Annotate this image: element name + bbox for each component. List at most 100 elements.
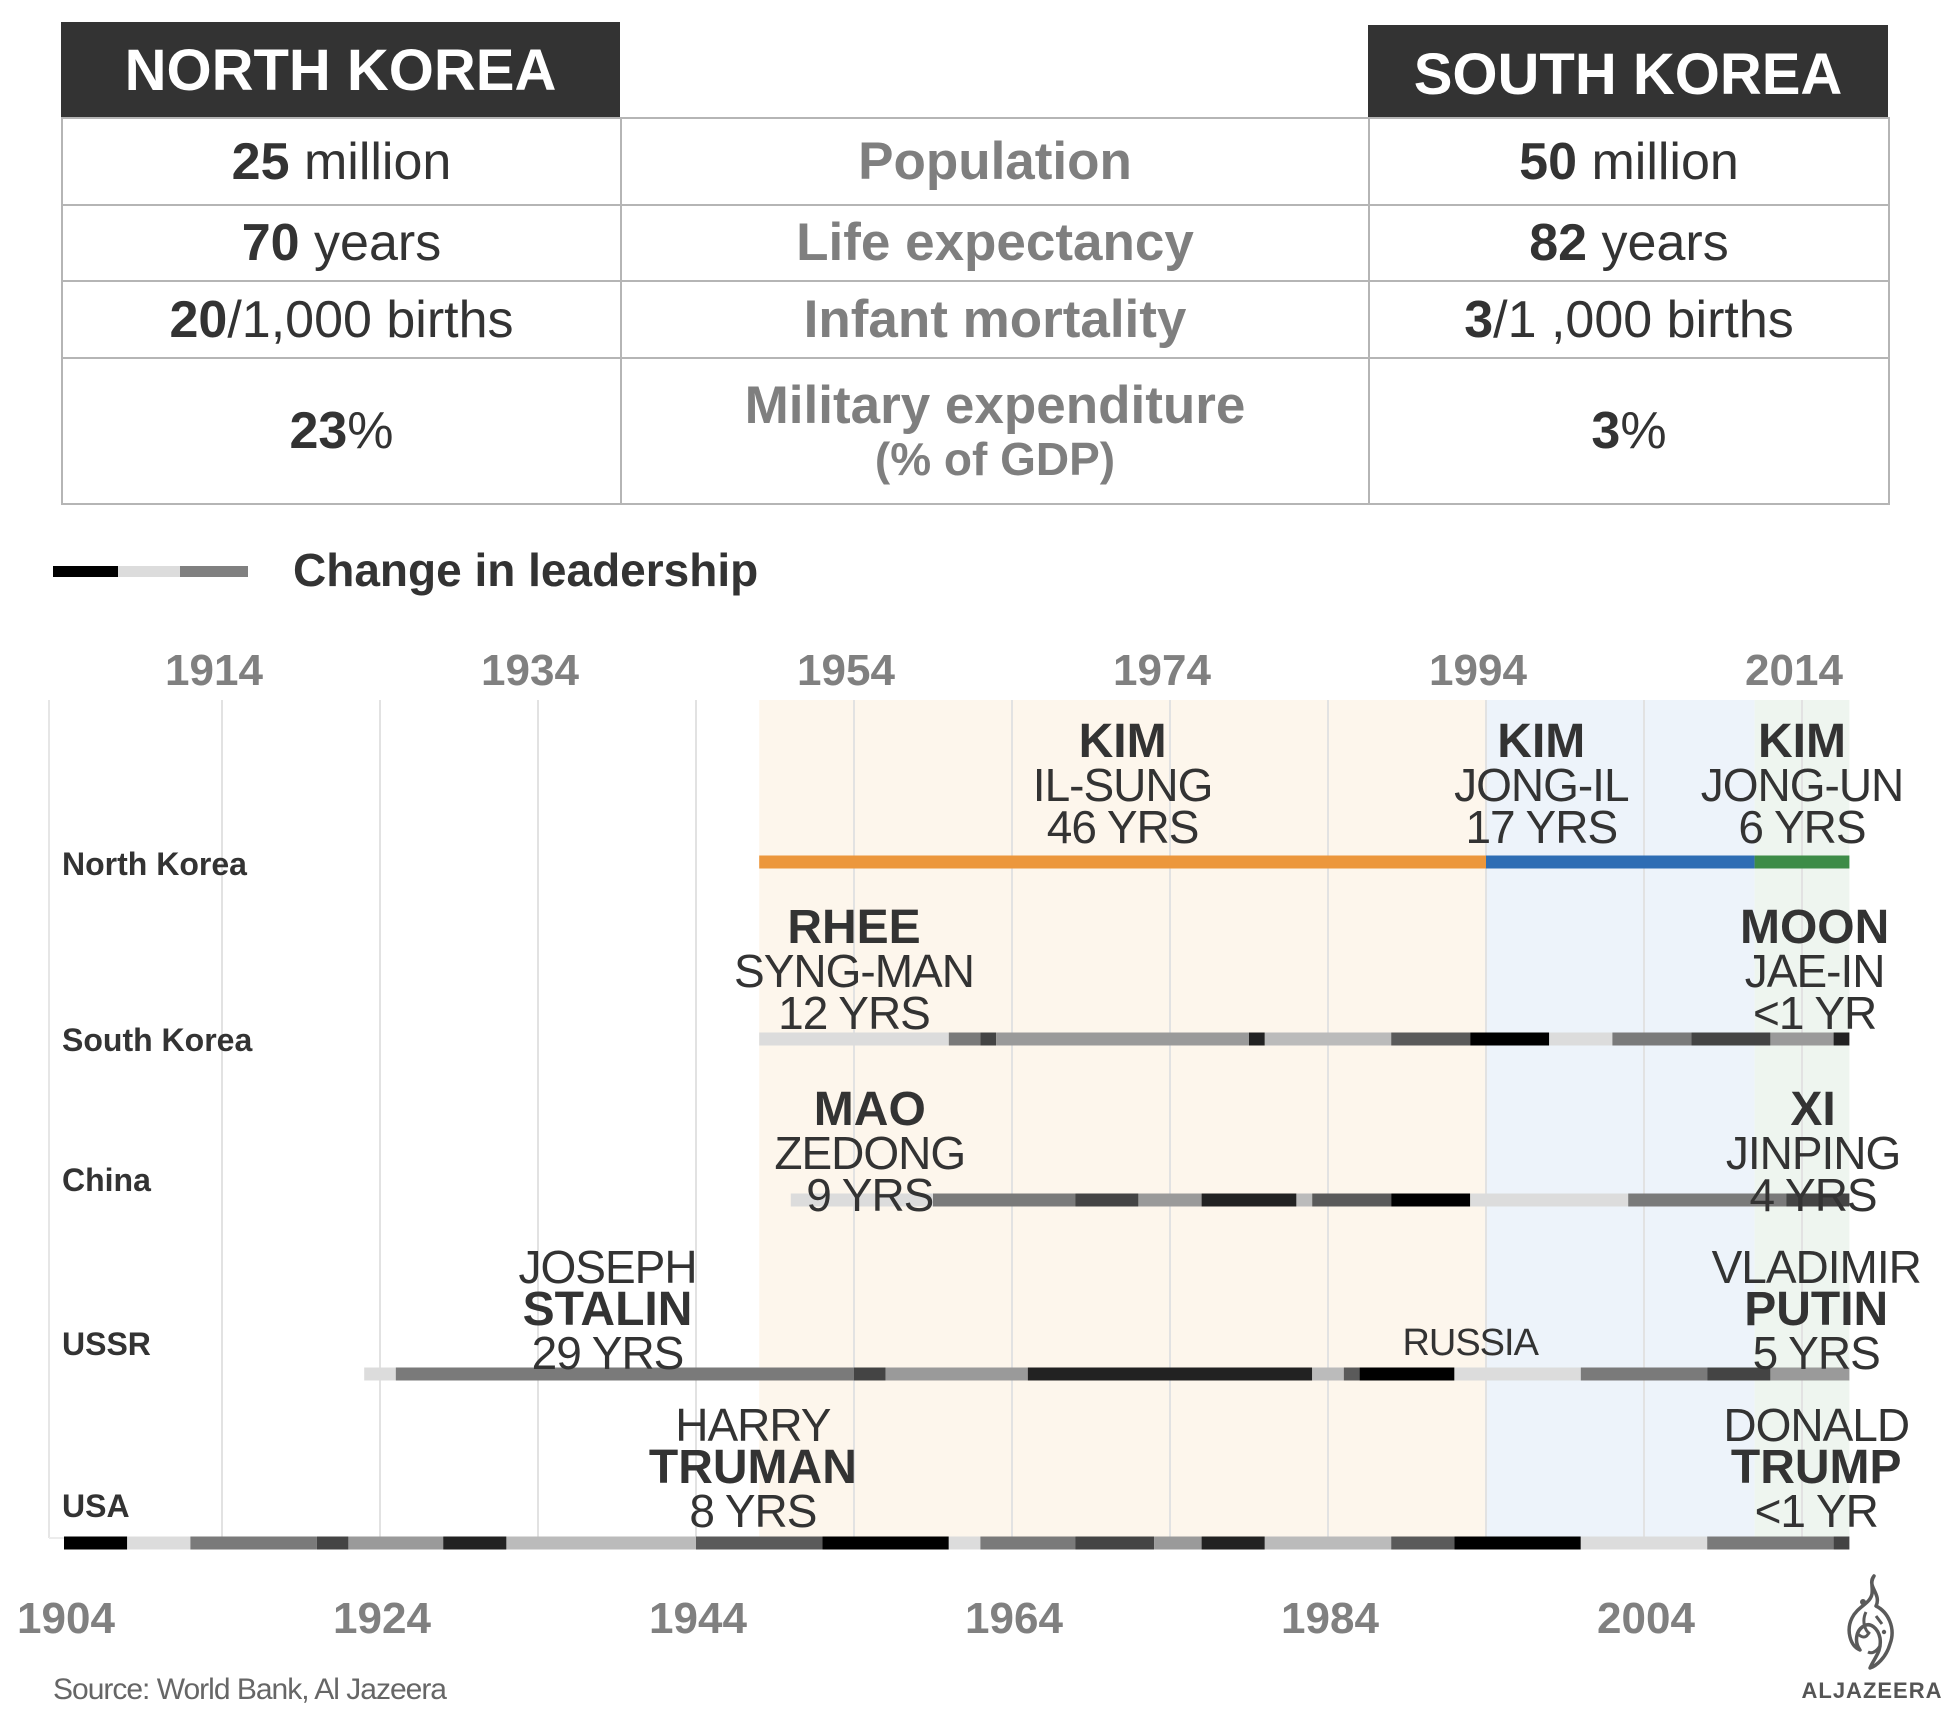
south-korea-header: SOUTH KOREA: [1368, 25, 1888, 123]
china-leader-segment: [1470, 1193, 1629, 1207]
usa-leader-segment: [443, 1536, 507, 1550]
usa-leader-segment: [316, 1536, 349, 1550]
south-korea-leader-segment: [759, 1032, 949, 1046]
nk-value-unit: /1,000 births: [227, 290, 514, 349]
ussr-leader-segment: [1312, 1367, 1344, 1381]
nk-value-number: 25: [231, 132, 290, 191]
al-jazeera-logo-icon: [1847, 1574, 1894, 1670]
leader-surname: MAO: [813, 1083, 926, 1136]
leader-detail: 9 YRS: [806, 1169, 934, 1222]
china-leader-segment: [1628, 1193, 1787, 1207]
china-leader-segment: [1786, 1193, 1850, 1207]
usa-leader-segment: [696, 1536, 823, 1550]
south-korea-leader-segment: [1391, 1032, 1471, 1046]
usa-leader-segment: [980, 1536, 1076, 1550]
leader-detail: <1 YR: [1754, 1485, 1879, 1538]
nk-value-cell: 20/1,000 births: [61, 280, 622, 359]
leader-detail: 4 YRS: [1749, 1169, 1877, 1222]
ussr-leader-segment: [885, 1367, 1028, 1381]
bottom-axis-tick-1984: 1984: [1281, 1594, 1379, 1643]
ussr-leader-segment: [1580, 1367, 1708, 1381]
nk-value: 70 years: [242, 213, 441, 273]
sk-value-cell: 3%: [1368, 357, 1890, 505]
top-axis-tick-1934: 1934: [481, 646, 579, 695]
sk-value-number: 3: [1591, 402, 1621, 460]
usa-leader-segment: [948, 1536, 981, 1550]
sk-value-number: 50: [1519, 132, 1577, 191]
top-axis-tick-1974: 1974: [1113, 646, 1211, 695]
nk-value: 23%: [289, 401, 393, 461]
ussr-leader-segment: [1359, 1367, 1455, 1381]
usa-leader-segment: [1264, 1536, 1392, 1550]
usa-leader-segment: [64, 1536, 128, 1550]
usa-leader-segment: [1833, 1536, 1850, 1550]
metric-cell: Life expectancy: [620, 204, 1370, 282]
leader-surname: RHEE: [787, 901, 921, 954]
nk-value: 25 million: [232, 132, 452, 192]
usa-leader-segment: [1707, 1536, 1834, 1550]
leader-detail: 12 YRS: [778, 987, 931, 1040]
leader-detail: JONG-UN: [1700, 759, 1905, 812]
north-korea-leader-label: KIM IL-SUNG 46 YRS: [1032, 715, 1214, 854]
south-korea-leader-segment: [1612, 1032, 1692, 1046]
usa-leader-label: HARRY TRUMAN 8 YRS: [649, 1399, 857, 1535]
era-band-kim-jong-il-era: [1486, 700, 1755, 1538]
sk-value: 50 million: [1519, 132, 1739, 192]
nk-value-unit: million: [289, 132, 452, 191]
north-korea-leader-segment: [1486, 855, 1755, 869]
sk-value: 3/1 ,000 births: [1464, 290, 1794, 350]
nk-value-number: 20: [169, 290, 228, 349]
bottom-axis-tick-1904: 1904: [17, 1594, 115, 1643]
russia-annotation: RUSSIA: [1402, 1322, 1538, 1364]
usa-leader-segment: [1454, 1536, 1581, 1550]
china-leader-segment: [790, 1193, 933, 1207]
usa-leader-segment: [190, 1536, 317, 1550]
leader-detail: ZEDONG: [774, 1127, 966, 1180]
usa-leader-segment: [1154, 1536, 1202, 1550]
leader-detail: JAE-IN: [1744, 945, 1886, 998]
sk-value-unit: /1 ,000 births: [1493, 290, 1794, 349]
usa-leader-label: DONALD TRUMP <1 YR: [1723, 1402, 1910, 1538]
south-korea-leader-segment: [1249, 1032, 1265, 1046]
leader-surname: KIM: [1497, 715, 1586, 768]
metric-label: Military expenditure: [744, 375, 1246, 435]
nk-value-number: 70: [241, 214, 300, 272]
ussr-leader-label: VLADIMIR PUTIN 5 YRS: [1711, 1241, 1922, 1380]
legend-swatch-bar: [53, 566, 248, 577]
leader-surname: KIM: [1078, 715, 1167, 768]
leader-detail: SYNG-MAN: [734, 945, 975, 998]
south-korea-leader-segment: [1264, 1032, 1392, 1046]
ussr-leader-segment: [1770, 1367, 1850, 1381]
sk-value-cell: 82 years: [1368, 204, 1890, 282]
nk-value-unit: years: [299, 214, 442, 272]
sk-value-number: 3: [1464, 290, 1494, 349]
usa-leader-segment: [1580, 1536, 1708, 1550]
china-leader-segment: [1138, 1193, 1202, 1207]
usa-leader-segment: [127, 1536, 191, 1550]
north-korea-leader-label: KIM JONG-UN 6 YRS: [1700, 715, 1905, 850]
usa-leader-segment: [506, 1536, 696, 1550]
metric-label: Infant mortality: [803, 289, 1187, 349]
leader-detail: IL-SUNG: [1032, 759, 1214, 812]
south-korea-leader-segment: [996, 1032, 1249, 1046]
leader-surname: PUTIN: [1744, 1283, 1889, 1337]
leader-detail: VLADIMIR: [1711, 1241, 1922, 1293]
leader-detail: 5 YRS: [1752, 1327, 1881, 1380]
leader-detail: HARRY: [675, 1399, 831, 1451]
nk-value-cell: 23%: [61, 357, 622, 505]
leader-surname: KIM: [1758, 715, 1846, 768]
leader-surname: TRUMP: [1730, 1441, 1902, 1495]
legend-swatch-gray: [179, 566, 248, 577]
nk-value-unit: %: [347, 402, 394, 460]
country-label-china: China: [62, 1162, 151, 1198]
usa-leader-segment: [1201, 1536, 1265, 1550]
leader-detail: JOSEPH: [518, 1241, 697, 1293]
leader-detail: 46 YRS: [1046, 801, 1200, 854]
south-korea-leader-segment: [980, 1032, 997, 1046]
country-label-south-korea: South Korea: [62, 1022, 253, 1058]
leader-detail: <1 YR: [1752, 987, 1877, 1040]
era-band-kim-il-sung-era: [759, 700, 1486, 1538]
ussr-leader-segment: [854, 1367, 886, 1381]
bottom-axis-tick-2004: 2004: [1597, 1594, 1695, 1643]
south-korea-leader-segment: [1549, 1032, 1613, 1046]
